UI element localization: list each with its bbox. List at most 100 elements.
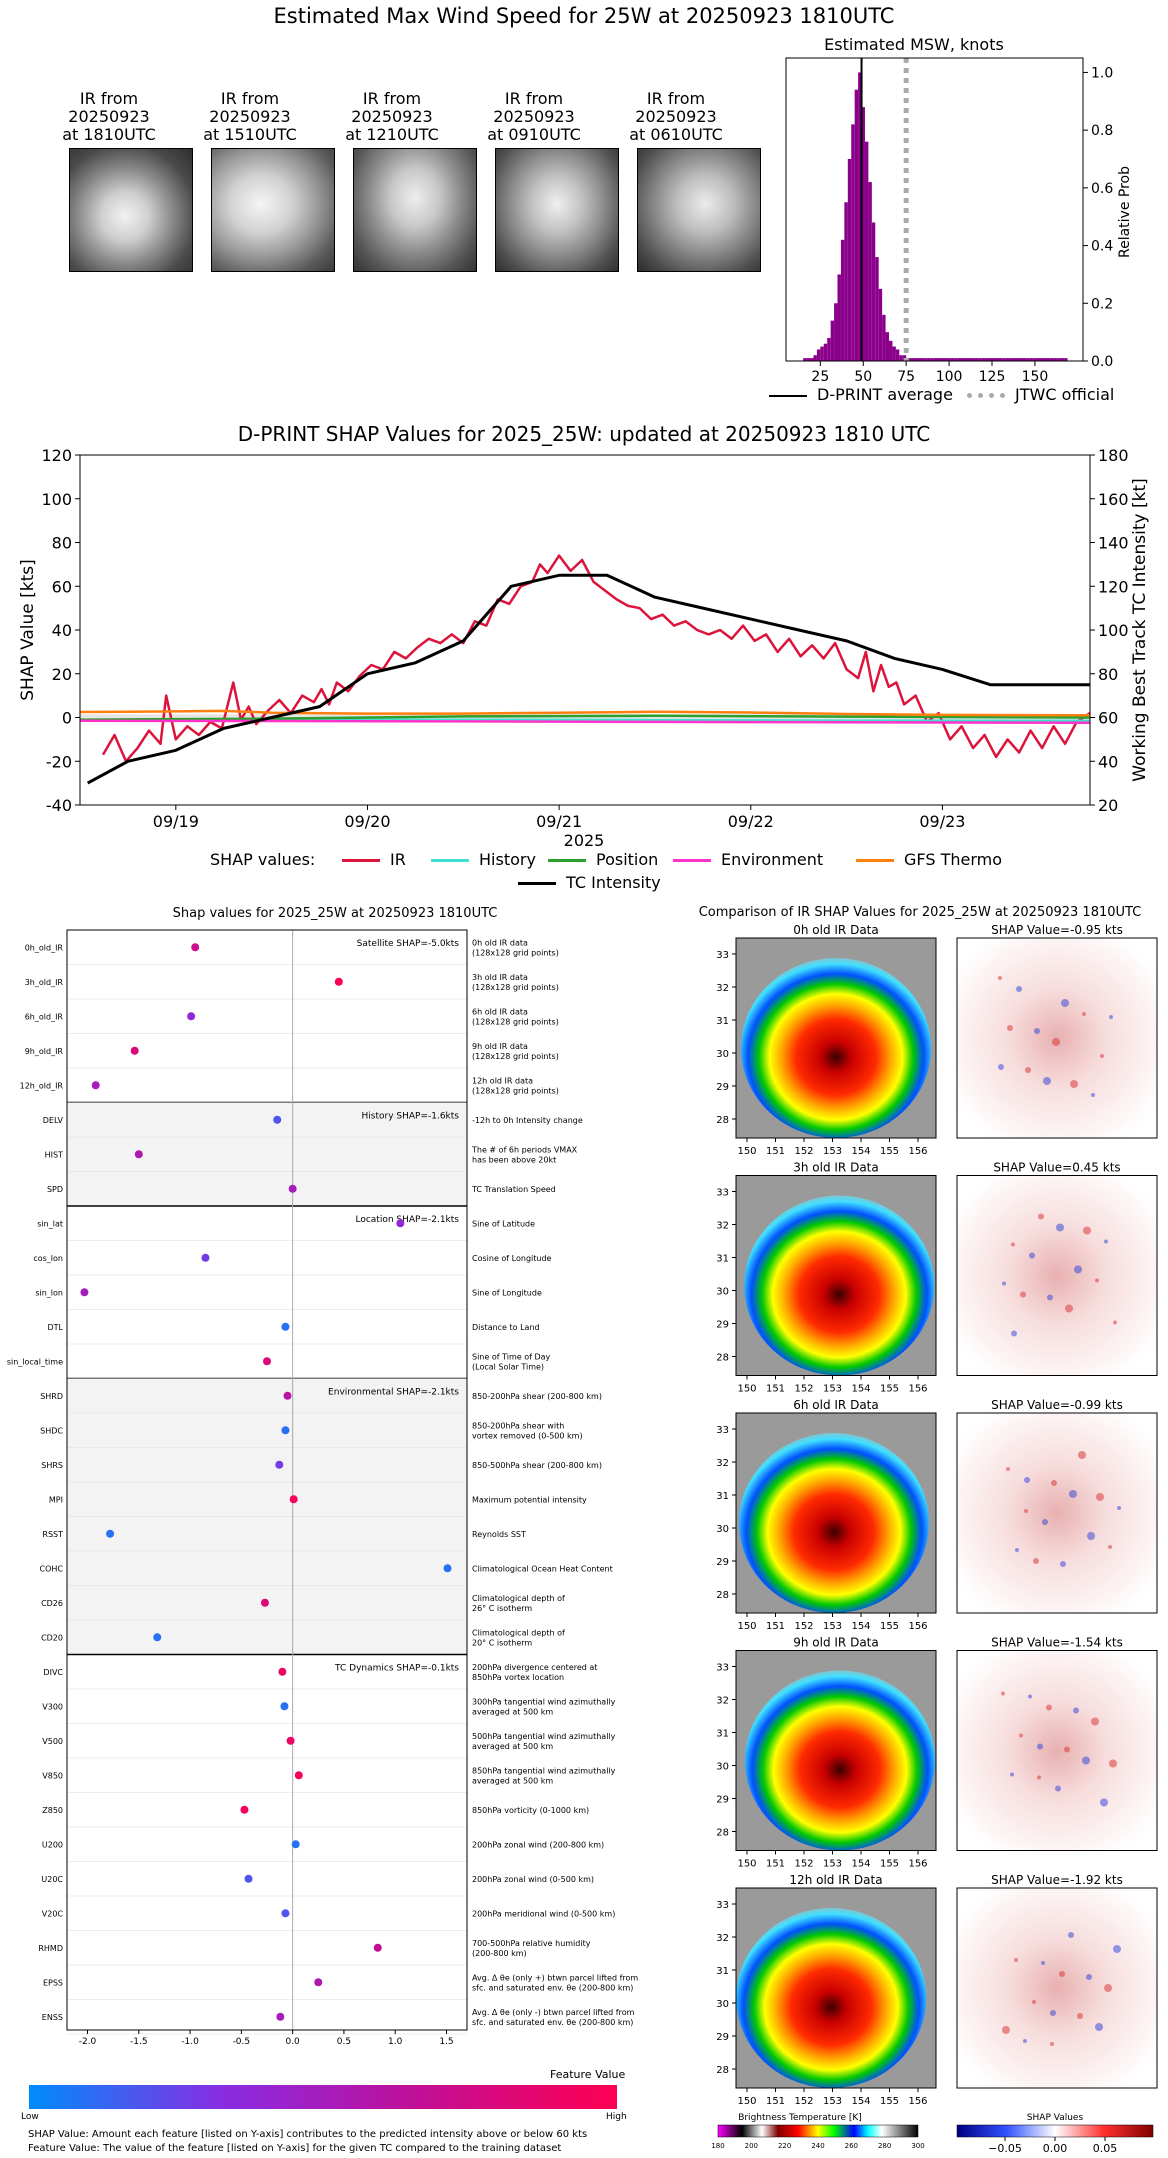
legend-label: JTWC official — [1015, 385, 1115, 404]
feature-description: 850-200hPa shear with — [472, 1421, 564, 1430]
shap-blob — [1037, 1775, 1041, 1780]
legend-line-dprint — [769, 394, 807, 397]
hist-bar — [899, 355, 903, 361]
feature-name: RSST — [42, 1530, 63, 1539]
lon-tick-label: 151 — [766, 1146, 785, 1157]
shap-blob — [1050, 2042, 1054, 2046]
shap-map-frame — [956, 937, 1158, 1139]
caption-line: 20250923 — [351, 107, 433, 126]
shap-blob — [1117, 1506, 1121, 1510]
hist-bar — [813, 355, 817, 361]
shap-dot — [80, 1288, 89, 1297]
ts-xtick-label: 09/23 — [919, 812, 965, 831]
caption-line: at 1510UTC — [203, 125, 297, 144]
feature-name: sin_lat — [37, 1219, 63, 1228]
bt-tick-label: 300 — [911, 2142, 924, 2150]
lon-tick-label: 153 — [823, 1384, 842, 1395]
lon-tick-label: 155 — [880, 1146, 899, 1157]
shap-colorbar-ticks: −0.05 0.00 0.05 — [988, 2137, 1117, 2155]
shap-blob — [1064, 1746, 1070, 1753]
hist-bar — [947, 358, 951, 361]
hist-bar — [823, 343, 828, 361]
shap-dot — [153, 1633, 162, 1642]
lon-tick-label: 156 — [908, 2096, 927, 2107]
shap-blob — [1034, 1028, 1040, 1034]
hist-bar — [1002, 358, 1006, 361]
feature-description: TC Translation Speed — [471, 1185, 556, 1194]
ts-ytick-left-label: 60 — [52, 577, 72, 596]
shap-blob — [1056, 1223, 1064, 1232]
ts-ytick-right-label: 100 — [1098, 621, 1129, 640]
shap-blob — [1065, 1304, 1073, 1313]
ir-caption-2: IR from 20250923 at 1210UTC — [317, 90, 467, 144]
hist-ytick-label: 0.2 — [1091, 296, 1113, 312]
hist-plot: 25 50 75 100 125 150 0.0 0.2 0.4 0.6 0.8 1.0 — [785, 57, 1113, 385]
shap-dot — [191, 943, 200, 952]
dots-xtick-label: -0.5 — [233, 2037, 251, 2047]
shap-blob — [1091, 1717, 1099, 1726]
lon-tick-label: 155 — [880, 1384, 899, 1395]
lat-tick-label: 29 — [716, 1320, 729, 1331]
lat-tick-label: 29 — [716, 2032, 729, 2043]
feature-description: Climatological Ocean Heat Content — [472, 1564, 613, 1573]
shap-blob — [1019, 1733, 1023, 1738]
lon-tick-label: 150 — [737, 1146, 756, 1157]
legend-line-ir — [342, 859, 380, 862]
feature-description: 300hPa tangential wind azimuthally — [472, 1697, 616, 1706]
lon-tick-label: 155 — [880, 1859, 899, 1870]
shap-blob — [1060, 1561, 1066, 1567]
ts-ytick-left-label: -40 — [46, 796, 72, 815]
hist-bar — [1033, 358, 1037, 361]
ir-panel-title: 3h old IR Data — [793, 1161, 879, 1175]
shap-colorbar-label: SHAP Values — [1027, 2113, 1084, 2123]
feature-name: DTL — [47, 1323, 63, 1332]
dots-xtick-label: -1.5 — [130, 2037, 148, 2047]
ir-caption-4: IR from 20250923 at 0610UTC — [601, 90, 751, 144]
ir-caption-1: IR from 20250923 at 1510UTC — [175, 90, 325, 144]
bt-tick-label: 260 — [845, 2142, 858, 2150]
ir-comparison-panels: 0h old IR Data SHAP Value=-0.95 kts 33 32 31… — [711, 923, 1158, 2155]
feature-name: Z850 — [42, 1806, 63, 1815]
shap-dot — [294, 1771, 303, 1780]
lat-tick-label: 28 — [716, 1828, 729, 1839]
shap-blob — [1028, 1694, 1032, 1699]
caption-line: IR from — [362, 89, 422, 108]
hist-bar — [1050, 358, 1054, 361]
feature-description: (128x128 grid points) — [472, 1017, 559, 1026]
shap-dot — [286, 1736, 295, 1745]
lat-tick-label: 30 — [716, 1524, 729, 1535]
series-line-gfs-thermo — [79, 709, 1091, 717]
lon-tick-label: 151 — [766, 1621, 785, 1632]
lon-tick-label: 154 — [851, 2096, 870, 2107]
lat-tick-label: 31 — [716, 1966, 729, 1977]
shap-colorbar: SHAP Values −0.05 0.00 0.05 — [956, 2113, 1154, 2155]
shap-blob — [1113, 1945, 1121, 1953]
shap-blob — [1109, 1759, 1117, 1768]
shap-blob — [1059, 1971, 1065, 1977]
caption-line: IR from — [220, 89, 280, 108]
hist-ytick-label: 0.6 — [1091, 181, 1113, 197]
feature-description: Sine of Time of Day — [472, 1352, 551, 1361]
feature-description: 3h old IR data — [472, 973, 528, 982]
hist-bar — [1057, 358, 1061, 361]
shap-blob — [1051, 1480, 1057, 1486]
legend-label: IR — [390, 850, 406, 869]
feature-name: sin_lon — [35, 1288, 63, 1297]
feature-name: cos_lon — [33, 1254, 63, 1263]
hist-bar — [1022, 358, 1027, 361]
feature-name: 6h_old_IR — [25, 1012, 64, 1021]
shap-blob — [998, 1064, 1004, 1070]
dots-xlabel: SHAP Value [kts] — [221, 2048, 313, 2050]
lat-tick-label: 33 — [716, 1188, 729, 1199]
caption-line: at 0910UTC — [487, 125, 581, 144]
shap-dot — [396, 1219, 405, 1228]
ir-rows: 0h old IR Data SHAP Value=-0.95 kts 33 32 31… — [716, 923, 1158, 2107]
hist-bar — [847, 159, 852, 361]
ir-thumbnail-image — [353, 148, 477, 272]
feature-description: -12h to 0h Intensity change — [472, 1116, 583, 1125]
feature-name: V500 — [42, 1737, 63, 1746]
feature-description: The # of 6h periods VMAX — [471, 1145, 578, 1154]
caption-line: at 1210UTC — [345, 125, 439, 144]
ir-panel-title: 6h old IR Data — [793, 1398, 879, 1412]
feature-name: V850 — [42, 1771, 63, 1780]
